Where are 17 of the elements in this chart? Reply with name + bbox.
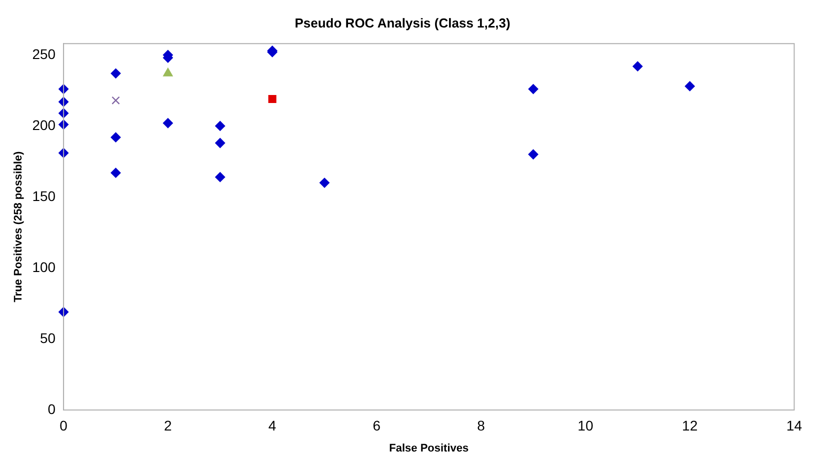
x-tick-label: 2 <box>164 417 172 434</box>
chart-title: Pseudo ROC Analysis (Class 1,2,3) <box>294 15 510 30</box>
x-tick-label: 8 <box>477 417 486 434</box>
y-tick-label: 100 <box>32 258 56 275</box>
y-tick-label: 150 <box>32 188 56 204</box>
x-tick-label: 12 <box>682 417 698 434</box>
y-tick-label: 250 <box>32 46 56 62</box>
x-tick-label: 10 <box>578 417 594 434</box>
y-tick-label: 200 <box>32 116 56 133</box>
y-axis-title: True Positives (258 possible) <box>12 150 25 302</box>
x-tick-label: 14 <box>786 417 802 434</box>
x-tick-label: 4 <box>268 417 276 434</box>
y-tick-label: 50 <box>40 330 56 346</box>
x-tick-label: 0 <box>60 417 68 434</box>
y-tick-label: 0 <box>48 400 56 417</box>
x-axis-title: False Positives <box>389 442 469 454</box>
x-tick-label: 6 <box>372 417 381 434</box>
